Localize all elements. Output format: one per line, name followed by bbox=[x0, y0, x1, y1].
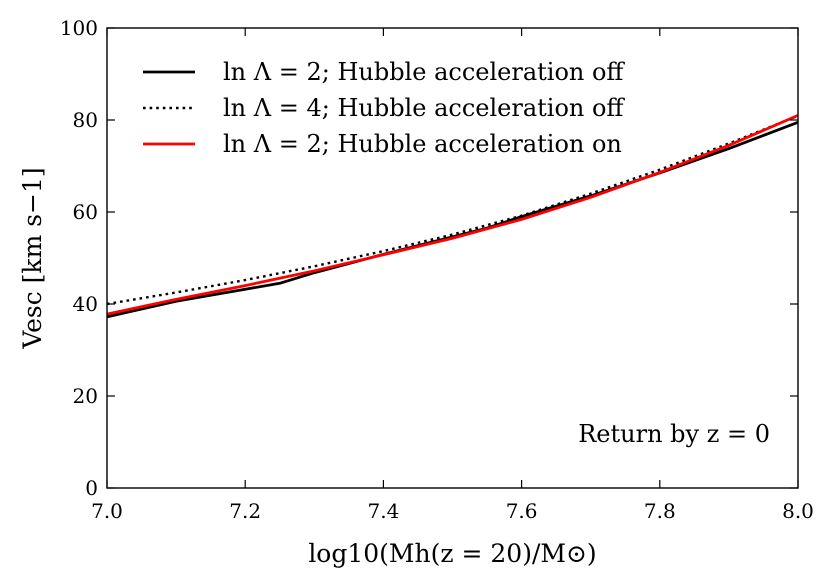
ticks-layer: 7.0 7.2 7.4 7.6 7.8 8.0 0 20 40 60 80 100 bbox=[60, 16, 814, 523]
return-annotation: Return by z = 0 bbox=[578, 420, 770, 448]
y-tick-label-0: 0 bbox=[85, 476, 98, 500]
x-tick-label-3: 7.6 bbox=[506, 499, 538, 523]
series-layer bbox=[106, 114, 799, 319]
x-tick-label-2: 7.4 bbox=[367, 499, 399, 523]
y-tick-label-5: 100 bbox=[60, 16, 98, 40]
y-tick-label-2: 40 bbox=[73, 292, 98, 316]
y-tick-label-4: 80 bbox=[73, 108, 98, 132]
y-tick-label-1: 20 bbox=[73, 384, 98, 408]
legend-label-2: ln Λ = 4; Hubble acceleration off bbox=[223, 94, 625, 122]
x-axis-label: log10(Mh(z = 20)/M⊙) bbox=[308, 539, 596, 568]
plot-background bbox=[107, 28, 798, 488]
series-line-3 bbox=[106, 114, 799, 316]
plot-frame bbox=[106, 27, 799, 489]
legend-label-1: ln Λ = 2; Hubble acceleration off bbox=[223, 58, 625, 86]
y-tick-label-3: 60 bbox=[73, 200, 98, 224]
x-tick-label-1: 7.2 bbox=[229, 499, 261, 523]
y-axis-label: Vesc [km s−1] bbox=[18, 167, 47, 349]
legend-label-3: ln Λ = 2; Hubble acceleration on bbox=[223, 130, 622, 158]
legend: ln Λ = 2; Hubble acceleration off ln Λ = … bbox=[143, 58, 625, 158]
series-line-2 bbox=[106, 114, 799, 306]
x-tick-label-0: 7.0 bbox=[91, 499, 123, 523]
x-tick-label-5: 8.0 bbox=[782, 499, 814, 523]
x-tick-label-4: 7.8 bbox=[644, 499, 676, 523]
